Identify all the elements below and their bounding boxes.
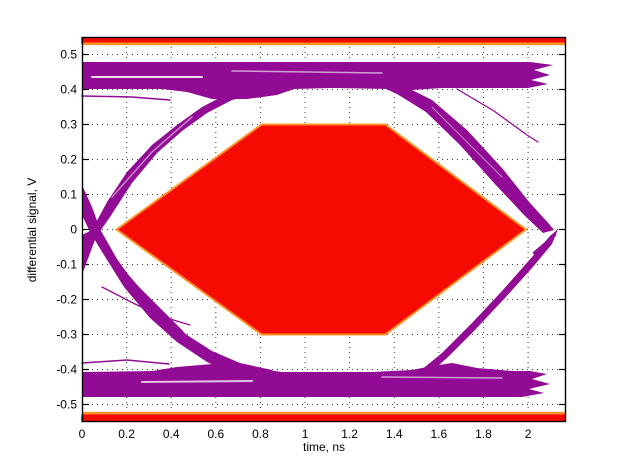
- y-tick-label: 0: [70, 223, 77, 237]
- y-tick-label: -0.2: [56, 293, 77, 307]
- plot-area: [81, 36, 567, 423]
- band-streak: [431, 106, 503, 178]
- stray-trace: [81, 359, 170, 365]
- y-tick-label: 0.2: [60, 153, 77, 167]
- x-tick-label: 1.4: [386, 427, 403, 441]
- x-tick-label: 0: [79, 427, 86, 441]
- y-tick-label: 0.5: [60, 48, 77, 62]
- stray-trace: [456, 88, 539, 143]
- trace-jitter-prong: [103, 248, 188, 340]
- band-streak: [111, 116, 193, 198]
- stray-trace: [101, 286, 191, 326]
- mask-top-bar: [82, 38, 566, 43]
- x-tick-label: 1.2: [341, 427, 358, 441]
- y-tick-label: -0.1: [56, 258, 77, 272]
- y-tick-label: 0.4: [60, 83, 77, 97]
- stray-trace: [81, 95, 171, 101]
- mask-bottom-bar-edge: [82, 411, 566, 415]
- axes-box: [81, 36, 567, 423]
- x-tick-label: 0.8: [252, 427, 269, 441]
- trace-rising-left: [82, 81, 290, 275]
- trace-falling-right: [384, 84, 554, 233]
- x-tick-label: 1: [302, 427, 309, 441]
- x-axis-label: time, ns: [302, 440, 346, 454]
- trace-band-low: [82, 363, 550, 397]
- band-streak: [141, 380, 253, 383]
- trace-jitter-prong: [532, 233, 557, 255]
- y-tick-label: 0.3: [60, 118, 77, 132]
- x-tick-label: 0.6: [207, 427, 224, 441]
- y-tick-label: -0.3: [56, 328, 77, 342]
- trace-falling-left: [82, 185, 274, 379]
- y-axis-label: differential signal, V: [25, 177, 39, 283]
- x-tick-label: 1.8: [475, 427, 492, 441]
- band-streak: [231, 70, 383, 74]
- mask-top-bar-edge: [82, 42, 566, 46]
- x-tick-label: 0.4: [163, 427, 180, 441]
- trace-band-high: [82, 62, 553, 99]
- mask-hexagon: [114, 123, 528, 336]
- band-streak: [471, 282, 523, 338]
- mask-bottom-bar: [82, 414, 566, 421]
- x-tick-label: 2: [525, 427, 532, 441]
- trace-jitter-prong: [510, 197, 546, 225]
- y-tick-label: 0.1: [60, 188, 77, 202]
- band-streak: [381, 376, 503, 379]
- y-tick-label: -0.5: [56, 398, 77, 412]
- x-tick-label: 1.6: [431, 427, 448, 441]
- x-tick-label: 0.2: [118, 427, 135, 441]
- y-tick-label: -0.4: [56, 363, 77, 377]
